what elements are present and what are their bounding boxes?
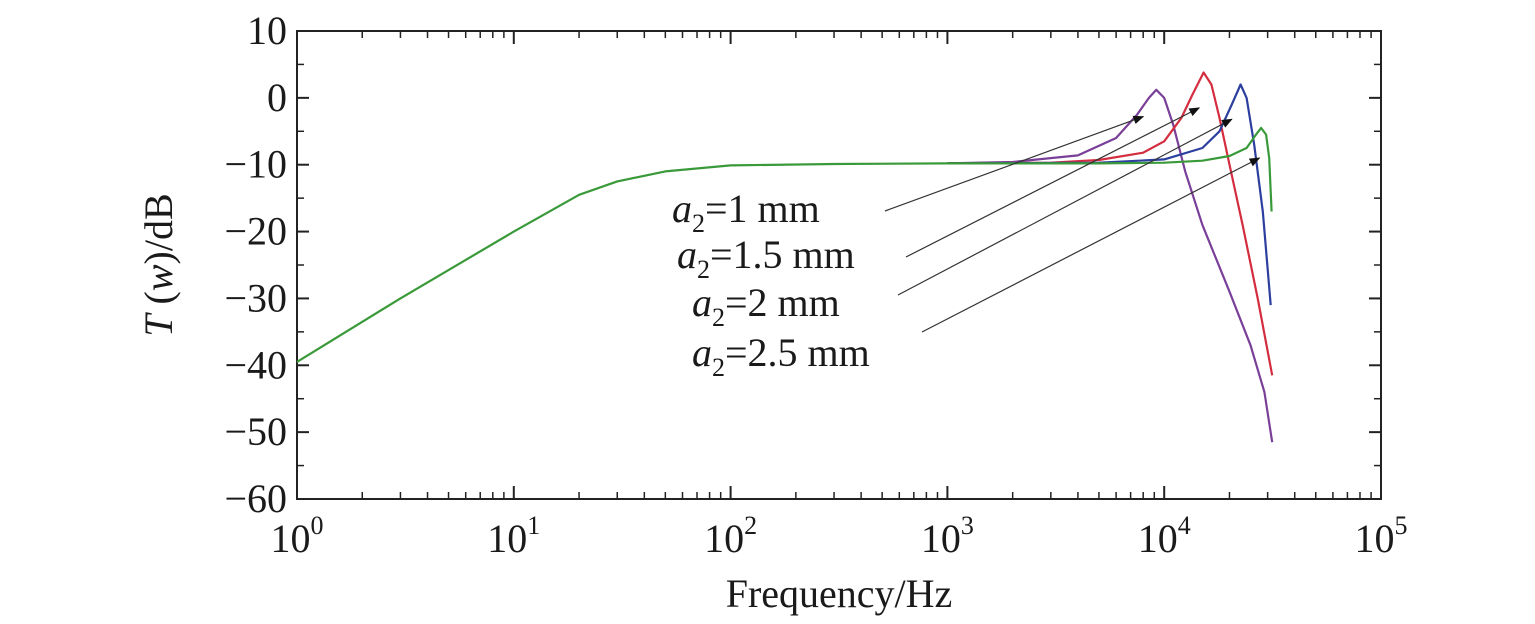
y-tick-label: 10: [247, 8, 287, 53]
y-tick-label: −40: [224, 342, 287, 387]
series-line-2: [947, 71, 1274, 376]
x-tick-label: 101: [487, 511, 540, 561]
x-tick-label: 105: [1355, 511, 1408, 561]
y-tick-label: 0: [267, 75, 287, 120]
series-lines: [296, 71, 1274, 443]
y-tick-label: −50: [224, 409, 287, 454]
y-tick-label: −60: [224, 476, 287, 521]
y-tick-label: −10: [224, 142, 287, 187]
leader-arrow-1: [884, 115, 1145, 212]
series-annotation-2: a2=1.5 mm: [677, 232, 855, 284]
series-line-3: [947, 83, 1272, 306]
series-annotation-3: a2=2 mm: [692, 280, 840, 332]
x-tick-label: 100: [271, 511, 324, 561]
y-tick-label: −30: [224, 275, 287, 320]
x-tick-labels: 100 101 102 103 104 105: [271, 511, 1408, 561]
x-tick-label: 102: [704, 511, 757, 561]
y-tick-labels: 10 0 −10 −20 −30 −40 −50 −60: [224, 8, 287, 521]
minor-ticks: [297, 31, 1381, 499]
leader-arrow-2: [905, 107, 1201, 258]
x-tick-label: 103: [921, 511, 974, 561]
series-annotation-1: a2=1 mm: [672, 186, 820, 238]
series-line-4: [296, 126, 1273, 363]
x-tick-label: 104: [1138, 511, 1191, 561]
x-axis-title: Frequency/Hz: [726, 571, 953, 616]
series-line-1: [947, 88, 1274, 443]
major-ticks: [296, 30, 1382, 500]
y-axis-title: T (w)/dB: [136, 193, 181, 336]
leader-arrow-4: [921, 157, 1261, 333]
y-tick-label: −20: [224, 209, 287, 254]
series-annotation-4: a2=2.5 mm: [692, 330, 870, 382]
leader-arrow-3: [897, 118, 1233, 296]
leader-lines: [884, 107, 1261, 333]
